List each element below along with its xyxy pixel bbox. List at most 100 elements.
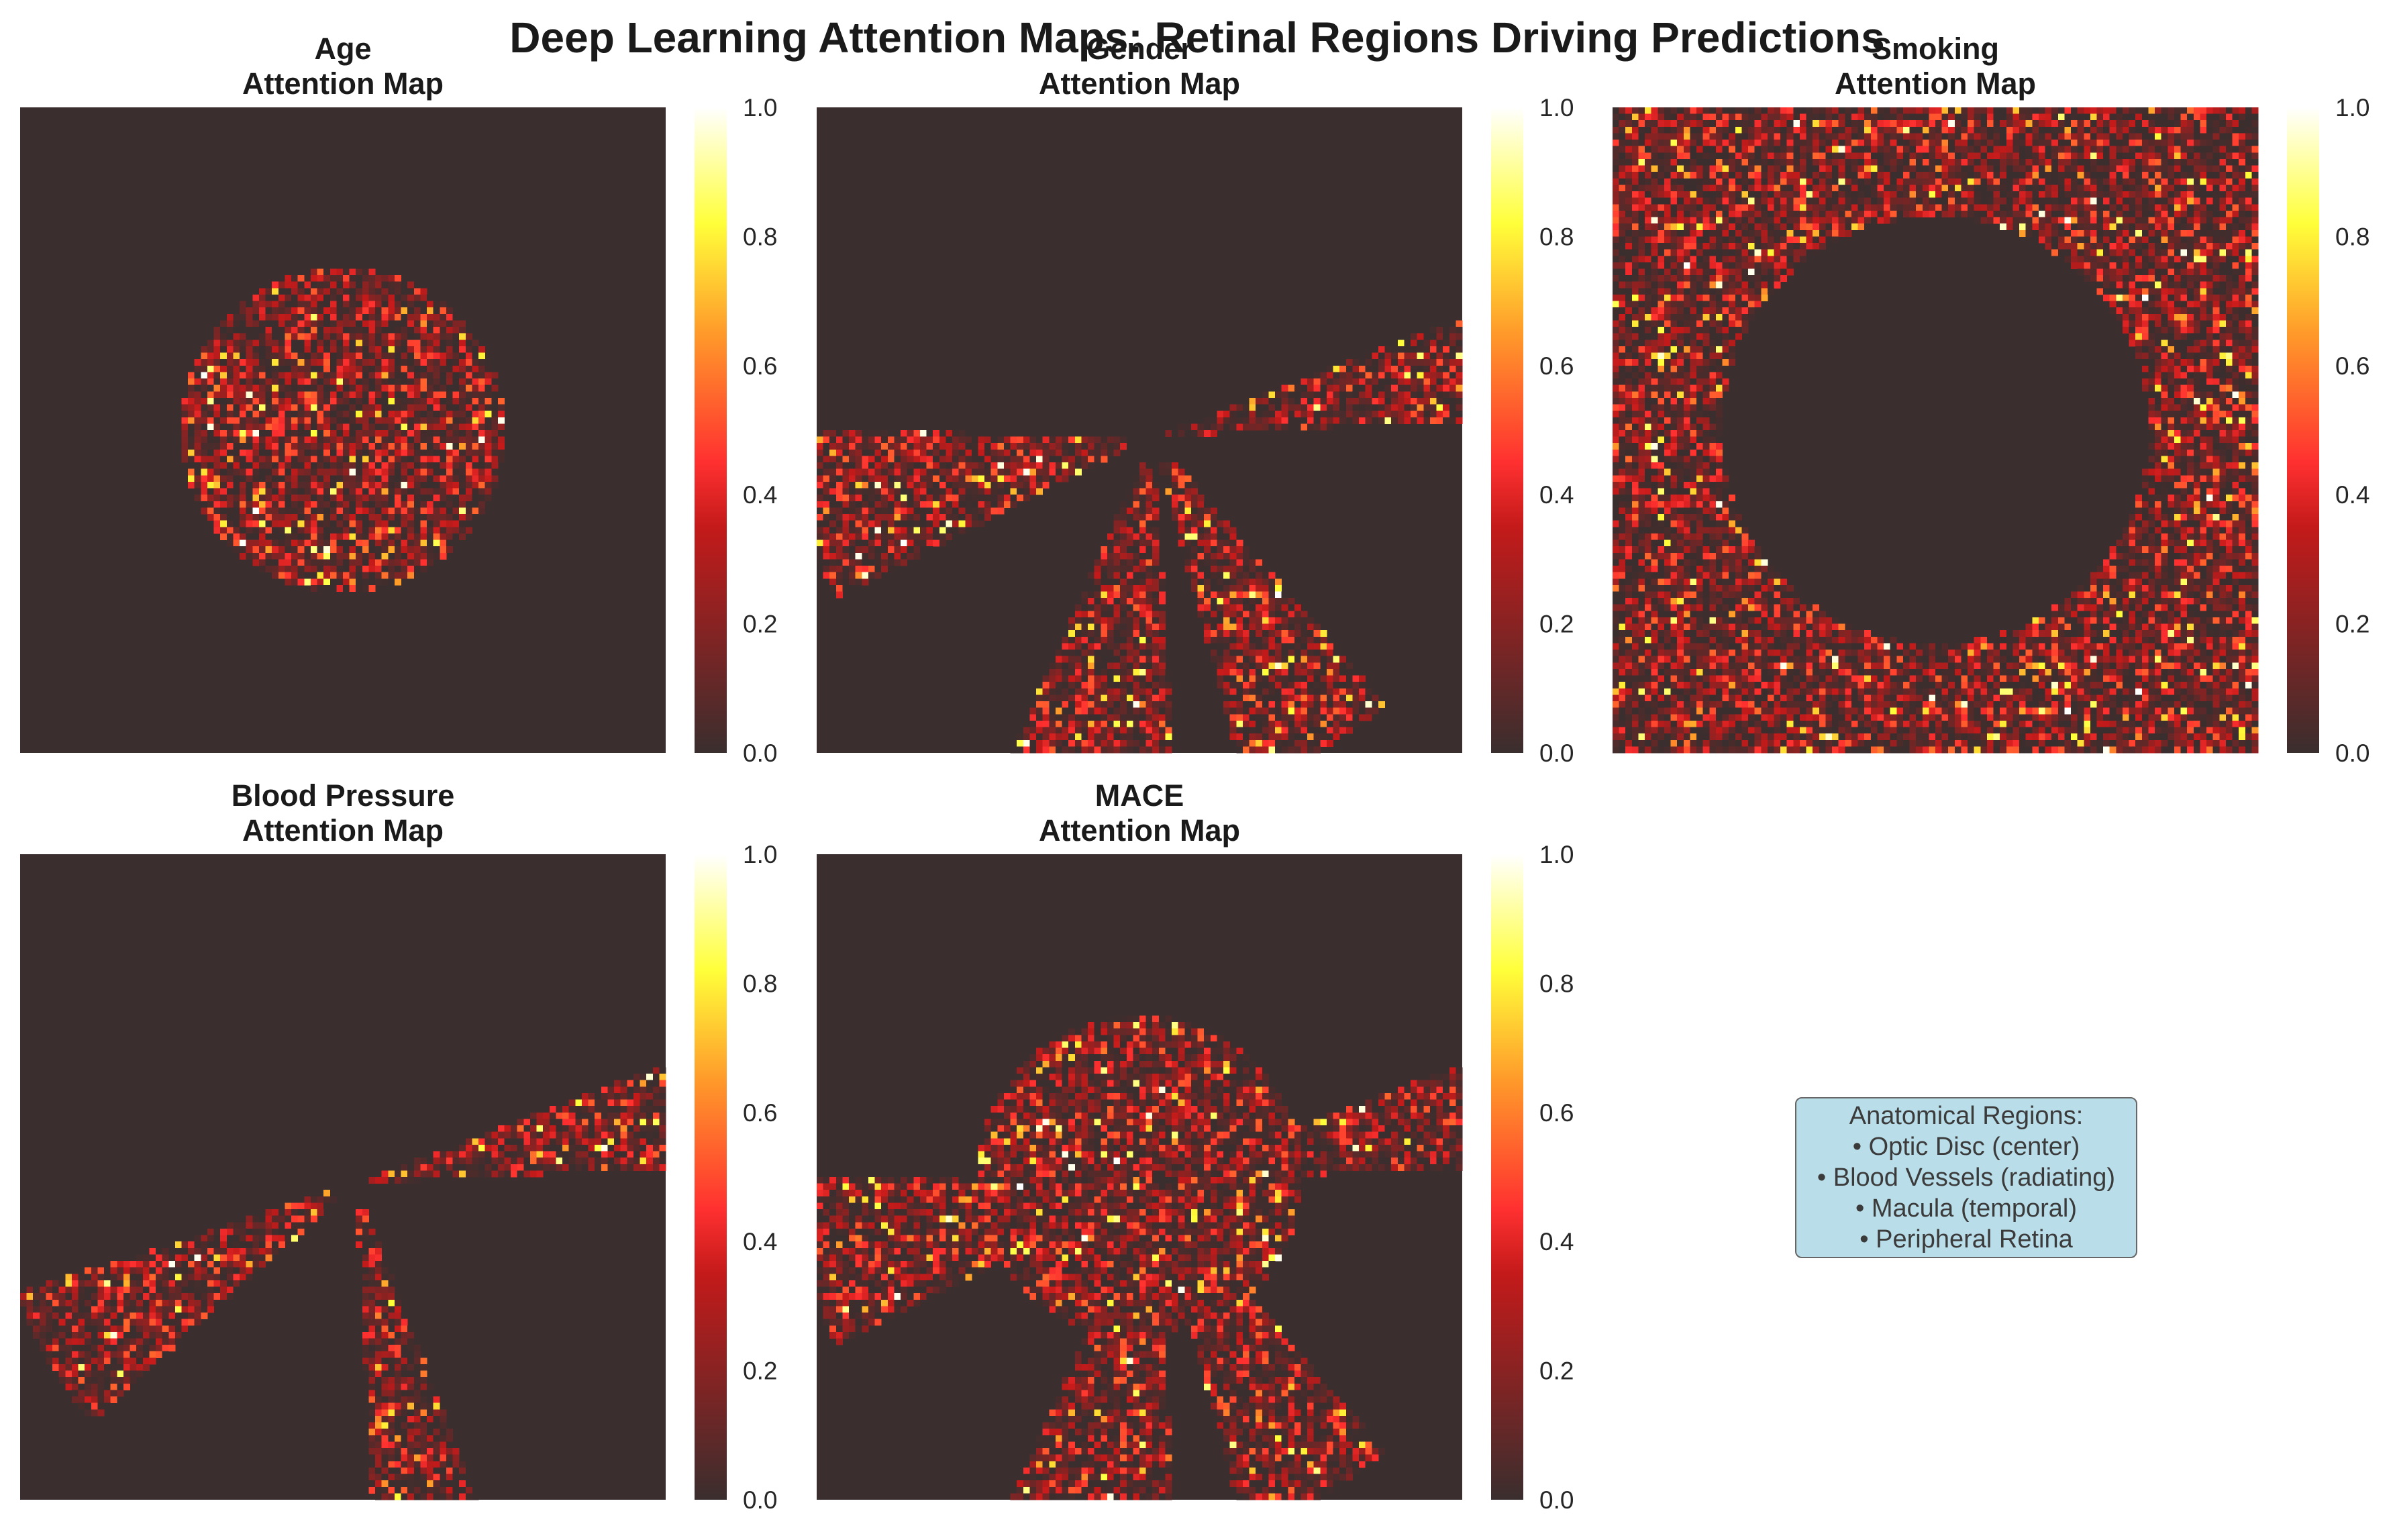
heatmap-cell — [1256, 695, 1263, 702]
heatmap-cell — [478, 359, 486, 366]
heatmap-cell — [368, 320, 376, 327]
heatmap-cell — [258, 333, 266, 340]
heatmap-cell — [459, 378, 466, 386]
heatmap-cell — [1658, 146, 1665, 153]
heatmap-cell — [835, 540, 843, 547]
heatmap-cell — [2200, 126, 2207, 134]
heatmap-cell — [1313, 404, 1321, 411]
heatmap-cell — [252, 327, 260, 334]
heatmap-cell — [984, 514, 992, 521]
heatmap-cell — [1088, 623, 1095, 631]
heatmap-cell — [258, 520, 266, 527]
heatmap-cell — [1896, 140, 1904, 147]
heatmap-cell — [1307, 707, 1315, 715]
heatmap-cell — [1139, 495, 1147, 502]
heatmap-cell — [485, 372, 492, 379]
heatmap-cell — [452, 333, 460, 340]
heatmap-cell — [285, 456, 292, 463]
heatmap-cell — [1333, 707, 1340, 715]
heatmap-cell — [1301, 391, 1308, 399]
heatmap-cell — [368, 468, 376, 476]
heatmap-cell — [2206, 120, 2214, 127]
heatmap-cell — [317, 352, 324, 360]
heatmap-cell — [220, 436, 227, 444]
heatmap-cell — [933, 540, 940, 547]
heatmap-cell — [862, 566, 869, 573]
heatmap-cell — [285, 533, 292, 540]
heatmap-cell — [1042, 720, 1050, 727]
heatmap-cell — [1126, 572, 1133, 579]
heatmap-cell — [1107, 733, 1114, 741]
heatmap-cell — [939, 507, 946, 515]
heatmap-cell — [913, 507, 921, 515]
heatmap-cell — [336, 327, 344, 334]
heatmap-cell — [829, 520, 837, 527]
heatmap-cell — [1120, 611, 1127, 618]
heatmap-cell — [1017, 443, 1024, 450]
heatmap-cell — [1242, 611, 1250, 618]
heatmap-cell — [1120, 682, 1127, 689]
heatmap-cell — [1313, 739, 1321, 747]
heatmap-cell — [375, 501, 383, 508]
heatmap-cell — [310, 281, 317, 289]
heatmap-cell — [1120, 630, 1127, 637]
heatmap-cell — [407, 475, 415, 482]
heatmap-cell — [297, 456, 305, 463]
heatmap-cell — [868, 501, 875, 508]
heatmap-cell — [1436, 327, 1443, 334]
heatmap-cell — [278, 546, 285, 554]
heatmap-cell — [965, 488, 972, 495]
heatmap-cell — [285, 294, 292, 301]
heatmap-cell — [265, 488, 272, 495]
heatmap-cell — [1029, 488, 1037, 495]
heatmap-cell — [446, 436, 453, 444]
heatmap-cell — [317, 449, 324, 456]
heatmap-cell — [1113, 546, 1121, 554]
heatmap-cell — [356, 307, 363, 315]
heatmap-cell — [1088, 617, 1095, 624]
heatmap-cell — [329, 423, 337, 431]
heatmap-cell — [349, 352, 356, 360]
heatmap-cell — [874, 481, 882, 489]
heatmap-cell — [1107, 714, 1114, 721]
heatmap-cell — [220, 365, 227, 372]
heatmap-cell — [1178, 430, 1185, 438]
heatmap-cell — [829, 533, 837, 540]
heatmap-cell — [1029, 436, 1037, 444]
heatmap-cell — [440, 417, 447, 424]
heatmap-cell — [1126, 714, 1133, 721]
heatmap-cell — [240, 533, 247, 540]
heatmap-cell — [1436, 352, 1443, 360]
heatmap-cell — [849, 584, 856, 592]
heatmap-cell — [329, 320, 337, 327]
heatmap-cell — [446, 391, 453, 399]
heatmap-cell — [862, 443, 869, 450]
heatmap-cell — [1993, 140, 2000, 147]
heatmap-cell — [1301, 695, 1308, 702]
heatmap-cell — [181, 456, 189, 463]
heatmap-cell — [420, 481, 427, 489]
heatmap-cell — [1204, 546, 1211, 554]
heatmap-cell — [1339, 701, 1347, 709]
heatmap-cell — [1301, 384, 1308, 392]
heatmap-cell — [1935, 113, 1943, 121]
heatmap-cell — [213, 495, 221, 502]
heatmap-cell — [201, 378, 208, 386]
heatmap-cell — [465, 391, 472, 399]
heatmap-cell — [1029, 714, 1037, 721]
heatmap-cell — [2064, 113, 2072, 121]
heatmap-cell — [1003, 436, 1011, 444]
heatmap-cell — [240, 411, 247, 418]
heatmap-cell — [413, 546, 421, 554]
heatmap-cell — [310, 340, 317, 347]
heatmap-cell — [1068, 662, 1076, 670]
heatmap-cell — [1249, 598, 1256, 605]
heatmap-cell — [1256, 591, 1263, 599]
heatmap-cell — [1062, 650, 1069, 657]
heatmap-cell — [926, 507, 933, 515]
heatmap-cell — [2180, 113, 2188, 121]
heatmap-cell — [297, 365, 305, 372]
heatmap-cell — [240, 443, 247, 450]
heatmap-cell — [310, 384, 317, 392]
heatmap-cell — [368, 359, 376, 366]
